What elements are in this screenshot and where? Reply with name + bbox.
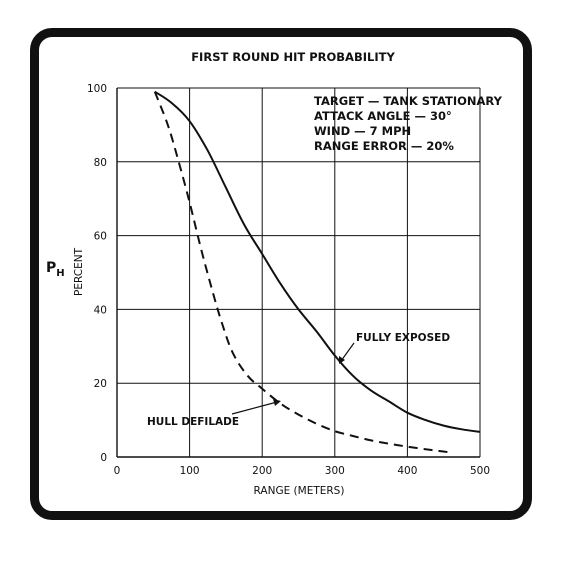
x-tick-label: 0 — [114, 465, 121, 477]
chart-frame — [30, 28, 532, 520]
y-tick-label: 0 — [100, 452, 107, 464]
x-tick-label: 300 — [325, 465, 345, 477]
y-tick-label: 80 — [94, 157, 107, 169]
x-tick-label: 100 — [180, 465, 200, 477]
y-tick-label: 60 — [94, 231, 107, 243]
series-line-fully-exposed — [154, 90, 481, 433]
y-axis-symbol-subscript: H — [56, 268, 64, 279]
x-tick-label: 200 — [252, 465, 272, 477]
y-tick-label: 40 — [94, 304, 107, 316]
y-axis-label: PERCENT — [73, 247, 85, 296]
annotation-range-error: RANGE ERROR — 20% — [314, 139, 454, 153]
y-axis-symbol-main: P — [46, 260, 56, 276]
x-tick-labels: 0 100 200 300 400 500 — [114, 465, 490, 477]
series-label-fully-exposed: FULLY EXPOSED — [356, 332, 450, 344]
annotation-wind: WIND — 7 MPH — [314, 124, 411, 138]
annotation-attack-angle: ATTACK ANGLE — 30° — [314, 109, 452, 123]
annotation-target: TARGET — TANK STATIONARY — [314, 94, 503, 108]
arrowhead-fully-exposed — [339, 356, 345, 364]
series-label-hull-defilade: HULL DEFILADE — [147, 416, 239, 428]
pointer-hull-defilade — [231, 401, 278, 415]
y-tick-label: 100 — [87, 83, 107, 95]
series-line-hull-defilade — [153, 91, 452, 454]
series-lines — [153, 90, 481, 454]
pointer-fully-exposed — [340, 342, 355, 362]
x-tick-label: 400 — [397, 465, 417, 477]
chart-title: FIRST ROUND HIT PROBABILITY — [191, 50, 395, 64]
x-axis-label: RANGE (METERS) — [254, 485, 345, 497]
y-tick-label: 20 — [94, 378, 107, 390]
y-tick-labels: 0 20 40 60 80 100 — [87, 83, 107, 464]
arrowhead-hull-defilade — [273, 399, 281, 406]
y-axis-symbol: PH — [46, 260, 65, 279]
x-tick-label: 500 — [470, 465, 490, 477]
